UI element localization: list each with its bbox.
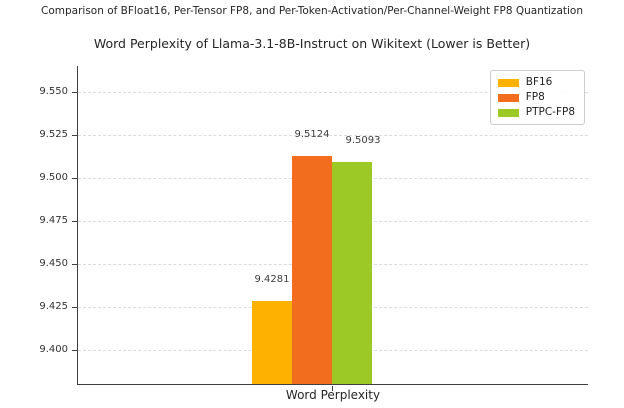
- y-tick-mark: [71, 349, 77, 351]
- y-tick-mark: [71, 177, 77, 179]
- legend-label: BF16: [525, 76, 553, 88]
- chart-title: Word Perplexity of Llama-3.1-8B-Instruct…: [93, 36, 531, 51]
- x-tick-mark: [332, 385, 333, 391]
- y-tick-label: 9.525: [39, 128, 68, 140]
- bar-bf16: [252, 301, 292, 384]
- legend-entry: BF16: [497, 76, 575, 88]
- y-tick-label: 9.550: [39, 85, 68, 97]
- bar-ptpc-fp8: [332, 161, 372, 384]
- legend-label: FP8: [525, 91, 545, 103]
- legend-entry: FP8: [497, 91, 575, 103]
- bar-value-label-fp8: 9.5124: [294, 129, 330, 141]
- y-tick-label: 9.400: [39, 343, 68, 355]
- y-tick-mark: [71, 91, 77, 93]
- figure-suptitle: Comparison of BFloat16, Per-Tensor FP8, …: [41, 5, 583, 17]
- gridline: [78, 134, 588, 136]
- legend-label: PTPC-FP8: [525, 106, 575, 118]
- gridline: [78, 91, 588, 93]
- plot-area: 9.400 9.425 9.450 9.475 9.500 9.525 9.550 9.42…: [39, 66, 588, 402]
- legend-entries: BF16 FP8 PTPC-FP8: [497, 76, 575, 118]
- bar-value-label-bf16: 9.4281: [254, 274, 290, 286]
- y-tick-label: 9.450: [39, 257, 68, 269]
- bar-value-label-ptpc-fp8: 9.5093: [345, 134, 381, 146]
- y-tick-mark: [71, 134, 77, 136]
- legend-swatch-icon: [497, 93, 519, 102]
- y-tick-label: 9.425: [39, 300, 68, 312]
- x-tick-label: Word Perplexity: [285, 388, 381, 402]
- bar-fp8: [292, 156, 332, 384]
- legend-swatch-icon: [497, 78, 519, 87]
- y-tick-mark: [71, 306, 77, 308]
- legend: BF16 FP8 PTPC-FP8: [489, 70, 585, 125]
- y-tick-mark: [71, 220, 77, 222]
- legend-entry: PTPC-FP8: [497, 106, 575, 118]
- y-tick-label: 9.475: [39, 214, 68, 226]
- y-tick-label: 9.500: [39, 171, 68, 183]
- y-tick-mark: [71, 263, 77, 265]
- legend-swatch-icon: [497, 108, 519, 117]
